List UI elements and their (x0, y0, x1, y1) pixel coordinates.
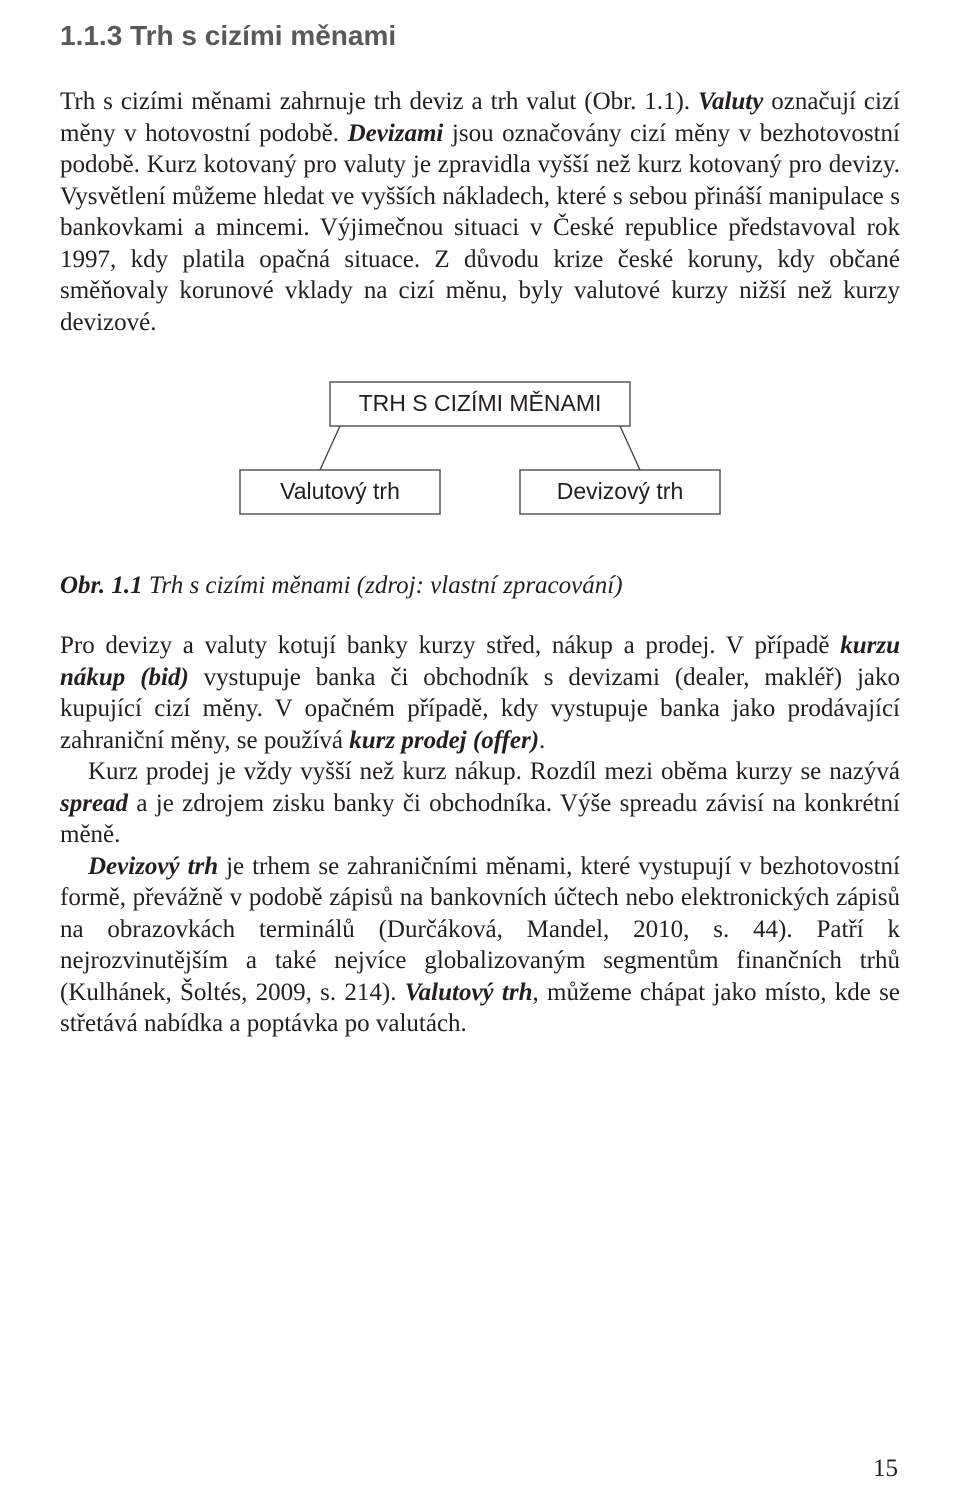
text: Kurz prodej je vždy vyšší než kurz nákup… (88, 758, 900, 785)
figure-caption: Obr. 1.1 Trh s cizími měnami (zdroj: vla… (60, 572, 900, 600)
paragraph-3: Kurz prodej je vždy vyšší než kurz nákup… (60, 756, 900, 851)
term-valuty: Valuty (698, 88, 763, 115)
term-devizovy-trh: Devizový trh (88, 853, 218, 880)
text: . (539, 727, 545, 754)
term-spread: spread (60, 790, 128, 817)
paragraph-4: Devizový trh je trhem se zahraničními mě… (60, 851, 900, 1040)
figure-diagram: TRH S CIZÍMI MĚNAMI Valutový trh Devizov… (210, 378, 750, 538)
paragraph-1: Trh s cizími měnami zahrnuje trh deviz a… (60, 86, 900, 338)
term-kurz-prodej: kurz prodej (offer) (349, 727, 539, 754)
section-heading: 1.1.3 Trh s cizími měnami (60, 20, 900, 52)
paragraph-2: Pro devizy a valuty kotují banky kurzy s… (60, 630, 900, 756)
term-devizami: Devizami (348, 120, 444, 147)
diagram-root-label: TRH S CIZÍMI MĚNAMI (359, 390, 602, 416)
term-valutovy-trh: Valutový trh (405, 979, 533, 1006)
page-number: 15 (873, 1455, 898, 1483)
caption-number: Obr. 1.1 (60, 572, 143, 599)
text: Pro devizy a valuty kotují banky kurzy s… (60, 632, 840, 659)
caption-text: Trh s cizími měnami (zdroj: vlastní zpra… (143, 572, 623, 599)
text: Kurz kotovaný pro valuty je zpravidla vy… (60, 151, 900, 336)
diagram-left-label: Valutový trh (280, 478, 400, 504)
diagram-right-label: Devizový trh (557, 478, 684, 504)
text: a je zdrojem zisku banky či obchodníka. … (60, 790, 900, 849)
text: Trh s cizími měnami zahrnuje trh deviz a… (60, 88, 698, 115)
